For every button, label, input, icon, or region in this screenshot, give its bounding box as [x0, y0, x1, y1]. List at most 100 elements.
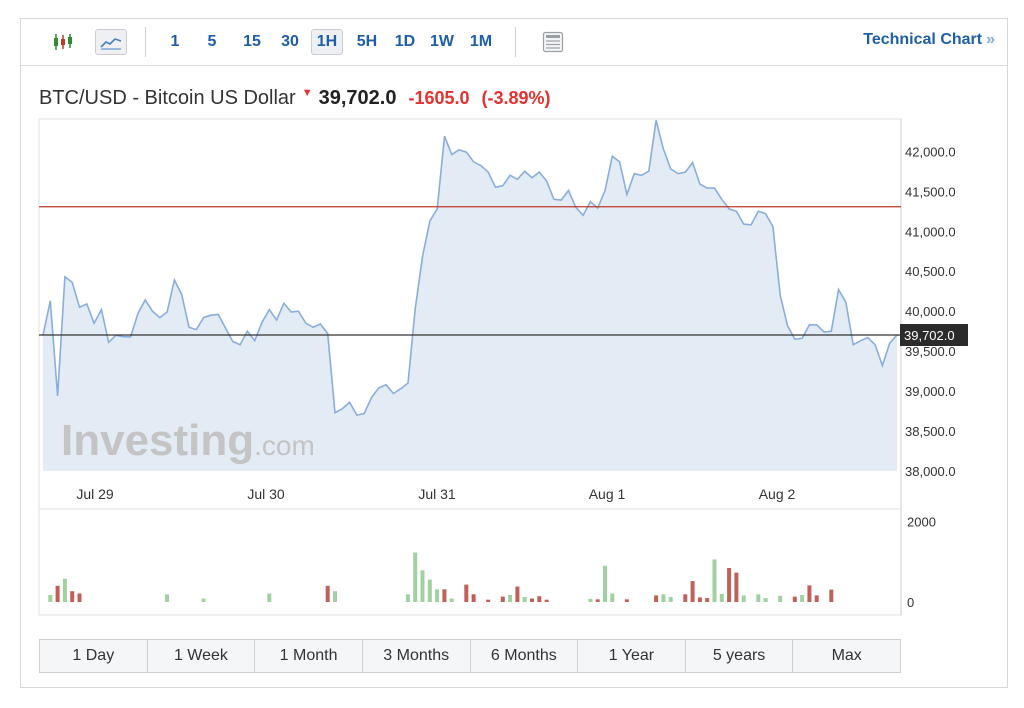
volume-bar	[165, 594, 170, 602]
volume-bar	[807, 585, 812, 602]
price-change: -1605.0	[408, 88, 470, 108]
current-price-badge	[900, 323, 968, 346]
instrument-header: BTC/USD - Bitcoin US Dollar ▼ 39,702.0 -160…	[39, 87, 551, 110]
price-chart[interactable]: Investing.com 42,000.0 41,500.0 41,000.0 40,…	[21, 19, 1007, 629]
volume-bar	[778, 595, 783, 602]
volume-bar	[792, 596, 797, 602]
volume-bar	[595, 599, 600, 602]
volume-bar	[500, 596, 505, 602]
timeframe-5m[interactable]: 5	[207, 33, 217, 50]
volume-bar	[267, 593, 272, 602]
range-max[interactable]: Max	[793, 640, 900, 672]
timeframe-1d[interactable]: 1D	[394, 33, 416, 50]
timeframe-15m[interactable]: 15	[243, 33, 261, 50]
y-tick-label: 39,000.0	[905, 384, 956, 399]
table-icon[interactable]	[539, 29, 567, 55]
volume-bar	[442, 589, 447, 603]
range-3-months[interactable]: 3 Months	[362, 640, 471, 672]
volume-bar	[420, 570, 425, 602]
current-price-label: 39,702.0	[904, 328, 955, 343]
volume-bar	[70, 591, 75, 602]
range-5-years[interactable]: 5 years	[685, 640, 794, 672]
x-tick-label: Aug 1	[589, 486, 626, 502]
volume-bar	[727, 568, 732, 602]
timeframe-1h[interactable]: 1H	[311, 29, 343, 55]
y-tick-label: 42,000.0	[905, 144, 956, 159]
down-arrow-icon: ▼	[301, 87, 313, 99]
volume-bar	[464, 584, 469, 602]
volume-bar	[829, 589, 834, 602]
volume-bar	[471, 594, 476, 602]
volume-bar	[522, 597, 527, 602]
volume-bar	[333, 591, 337, 602]
toolbar-separator	[145, 27, 146, 57]
investing-watermark: Investing.com	[61, 416, 315, 465]
volume-bar	[449, 598, 454, 602]
x-tick-label: Aug 2	[759, 486, 796, 502]
volume-bar	[530, 598, 534, 602]
volume-bar	[413, 552, 418, 602]
x-tick-label: Jul 29	[76, 486, 114, 502]
price-change-percent: (-3.89%)	[481, 88, 551, 108]
timeframe-30m[interactable]: 30	[281, 33, 299, 50]
volume-bar	[62, 578, 67, 602]
candlestick-icon[interactable]	[51, 29, 75, 55]
y-tick-label: 40,000.0	[905, 304, 956, 319]
volume-bar	[624, 599, 629, 602]
volume-bar	[712, 559, 717, 602]
x-tick-label: Jul 31	[418, 486, 456, 502]
volume-bar	[486, 599, 491, 602]
y-tick-label: 38,500.0	[905, 424, 956, 439]
volume-bar	[690, 581, 695, 602]
y-tick-label: 41,000.0	[905, 224, 956, 239]
volume-bar	[741, 595, 746, 602]
volume-bar	[603, 565, 607, 602]
chart-toolbar: 1 5 15 30 1H 5H 1D 1W 1M Technical Chart…	[21, 19, 1007, 66]
volume-bar	[77, 593, 82, 602]
range-1-week[interactable]: 1 Week	[147, 640, 256, 672]
volume-bar	[537, 596, 542, 602]
chevron-right-icon: »	[986, 31, 995, 48]
volume-bar	[661, 594, 666, 602]
volume-bar	[697, 597, 702, 602]
timeframe-1w[interactable]: 1W	[430, 33, 454, 50]
volume-bar	[763, 598, 768, 602]
volume-bar	[734, 572, 739, 602]
volume-bar	[814, 595, 819, 602]
volume-tick-label: 0	[907, 595, 914, 610]
technical-chart-link[interactable]: Technical Chart»	[863, 31, 995, 49]
range-1-day[interactable]: 1 Day	[40, 640, 148, 672]
range-6-months[interactable]: 6 Months	[470, 640, 579, 672]
y-tick-label: 41,500.0	[905, 184, 956, 199]
instrument-name: BTC/USD - Bitcoin US Dollar	[39, 87, 296, 109]
y-tick-label: 38,000.0	[905, 464, 956, 479]
y-tick-label: 39,500.0	[905, 344, 956, 359]
range-1-year[interactable]: 1 Year	[578, 640, 686, 672]
y-tick-label: 40,500.0	[905, 264, 956, 279]
x-tick-label: Jul 30	[247, 486, 285, 502]
range-1-month[interactable]: 1 Month	[255, 640, 363, 672]
volume-bar	[705, 598, 710, 602]
price-area	[43, 120, 897, 471]
volume-bar	[48, 595, 53, 602]
last-price: 39,702.0	[318, 87, 397, 109]
volume-bar	[201, 598, 206, 602]
volume-bar	[427, 579, 432, 602]
timeframe-5h[interactable]: 5H	[356, 33, 378, 50]
volume-bar	[544, 599, 549, 602]
volume-tick-label: 2000	[907, 515, 936, 530]
toolbar-separator	[515, 27, 516, 57]
volume-bar	[683, 594, 688, 602]
volume-bar	[610, 593, 615, 602]
volume-bar	[756, 594, 761, 602]
volume-bar	[508, 595, 513, 602]
timeframe-1mo[interactable]: 1M	[469, 33, 493, 50]
volume-bar	[588, 598, 593, 602]
volume-bar	[515, 586, 520, 602]
line-chart-icon[interactable]	[95, 29, 127, 55]
technical-chart-label: Technical Chart	[863, 31, 983, 48]
volume-bar	[719, 593, 724, 602]
chart-widget: 1 5 15 30 1H 5H 1D 1W 1M Technical Chart…	[20, 18, 1008, 688]
volume-bar	[800, 595, 805, 602]
timeframe-1m[interactable]: 1	[170, 33, 180, 50]
